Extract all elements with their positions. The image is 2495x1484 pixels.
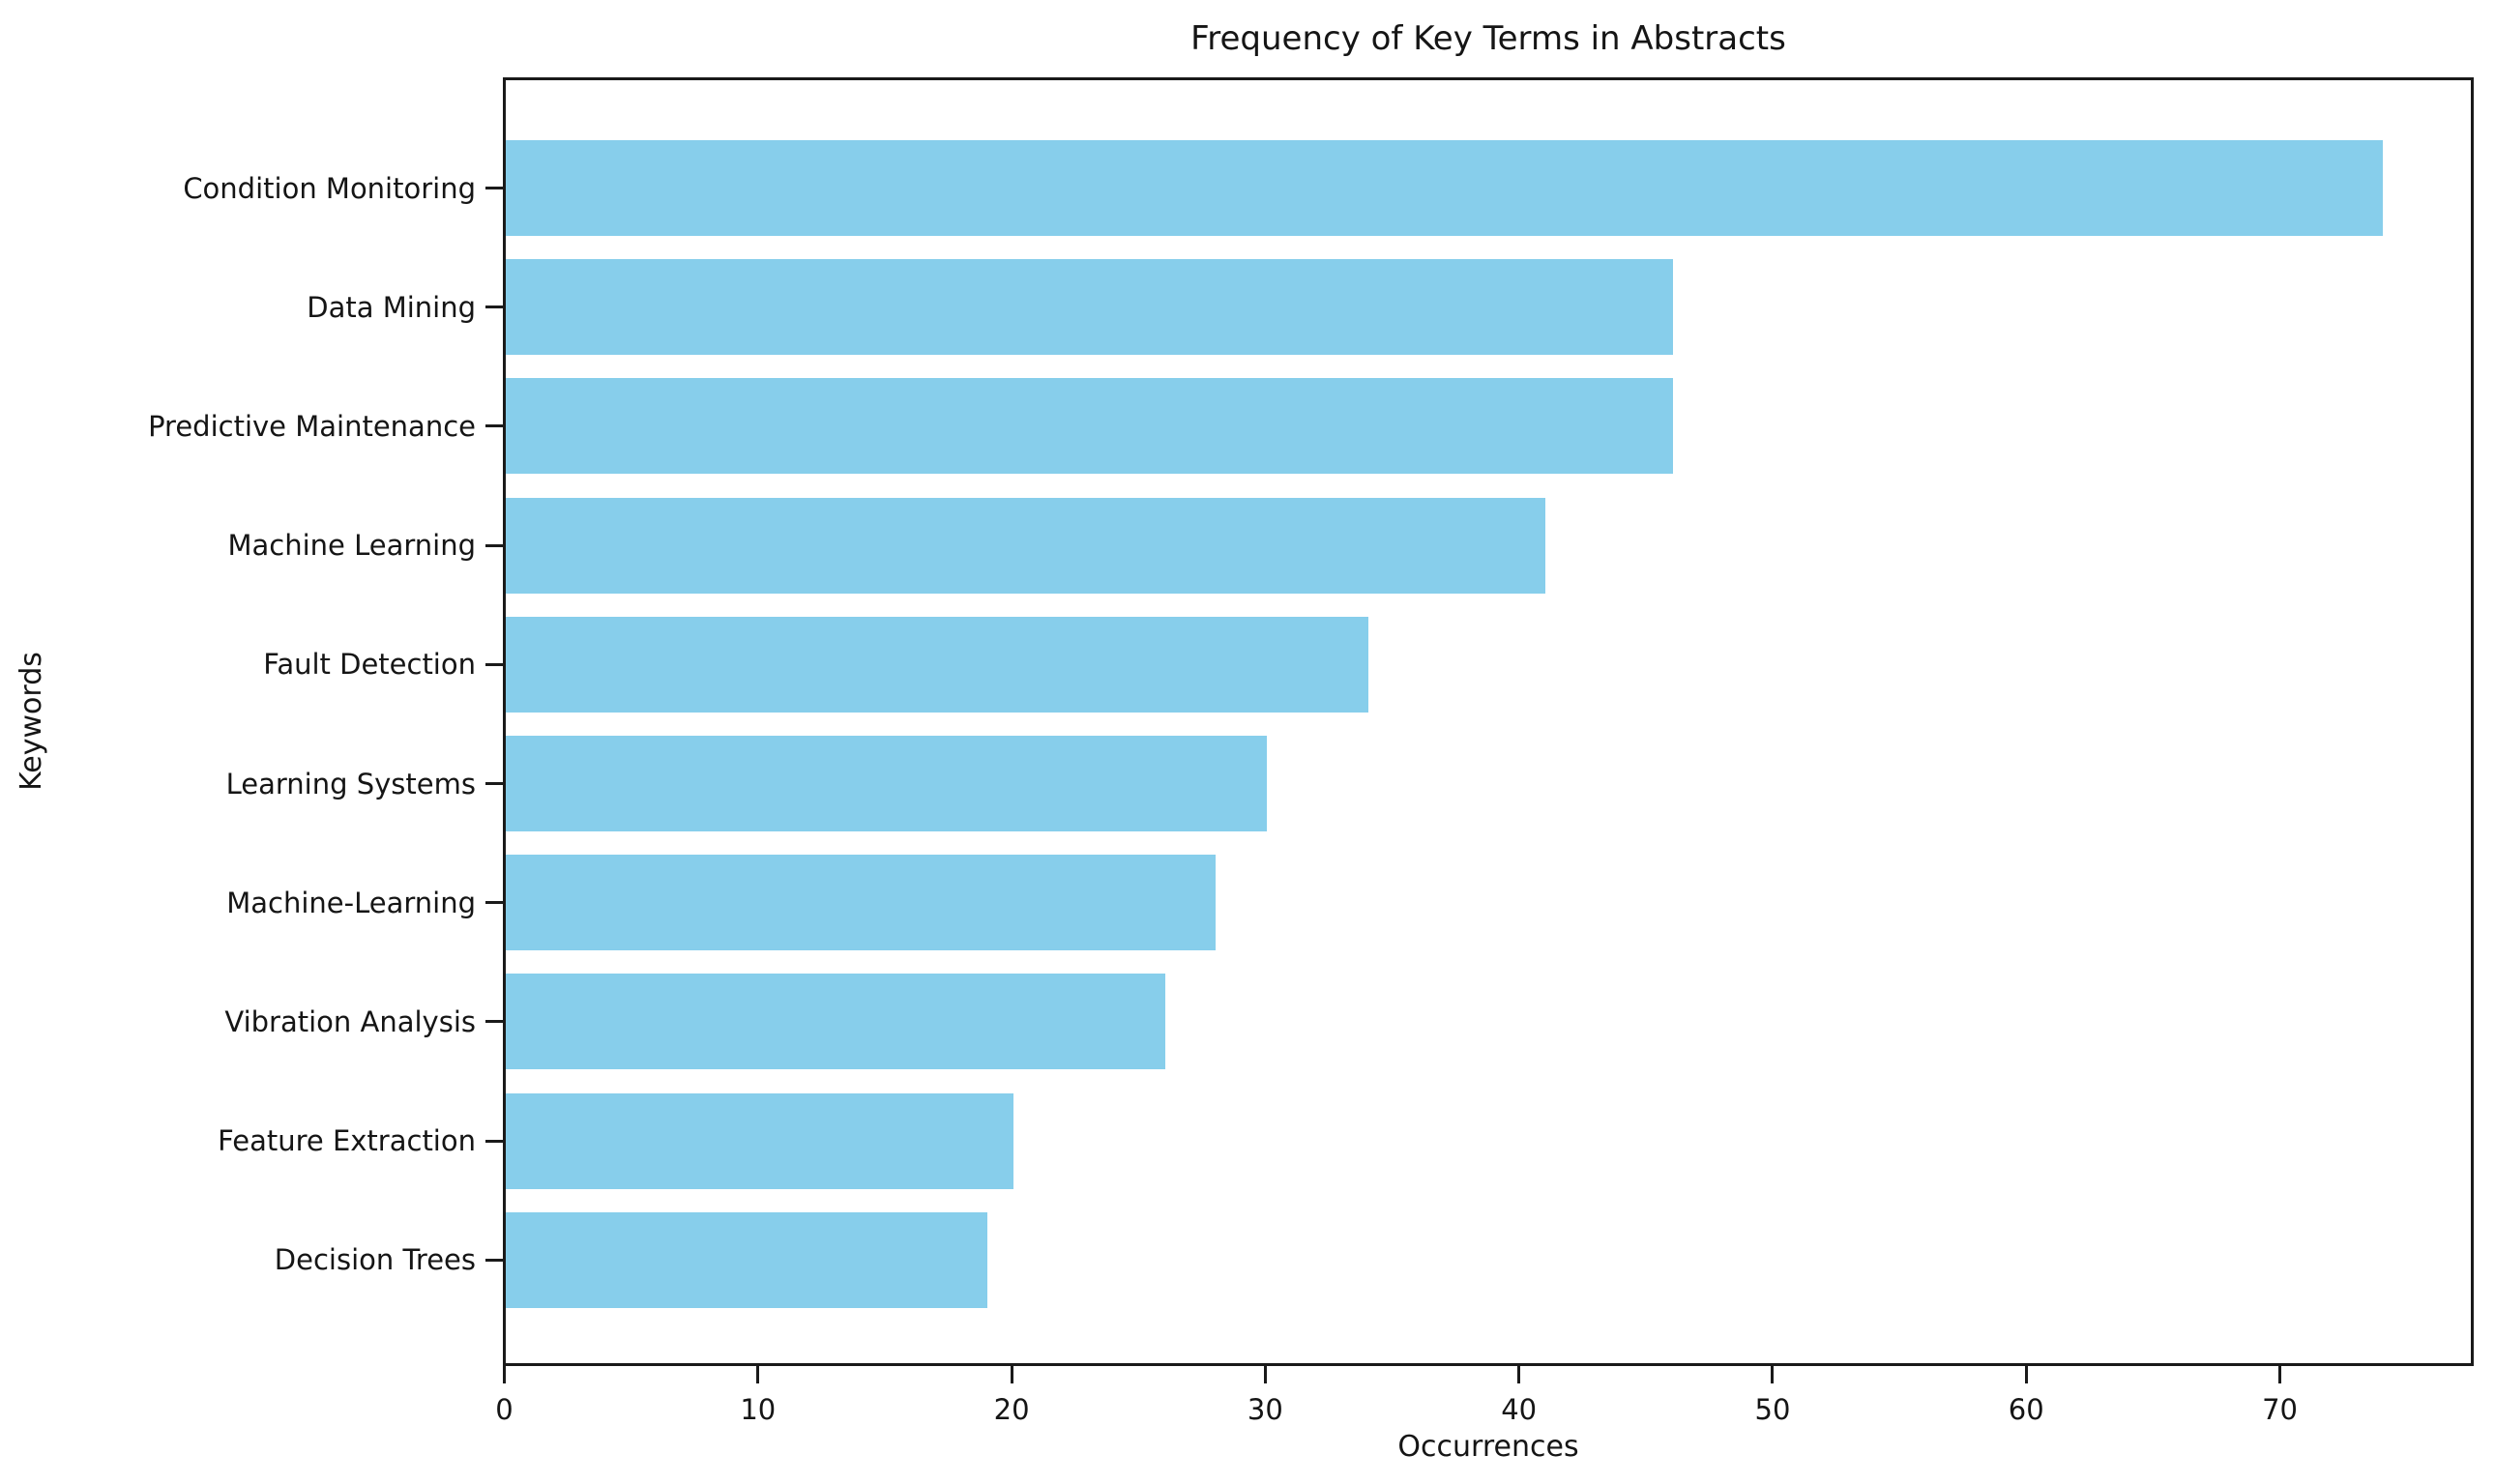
y-tick bbox=[485, 424, 503, 428]
x-tick-label: 30 bbox=[1247, 1393, 1283, 1426]
bar bbox=[506, 1092, 1013, 1189]
x-tick bbox=[1517, 1366, 1521, 1383]
y-tick bbox=[485, 187, 503, 189]
y-tick-label: Condition Monitoring bbox=[183, 171, 476, 205]
y-tick bbox=[485, 1020, 503, 1024]
y-tick-label: Feature Extraction bbox=[218, 1124, 476, 1158]
bar bbox=[506, 378, 1673, 475]
x-tick bbox=[1771, 1366, 1775, 1383]
x-tick-label: 10 bbox=[740, 1393, 777, 1426]
x-tick bbox=[2278, 1366, 2282, 1383]
bar bbox=[506, 497, 1545, 594]
x-tick bbox=[503, 1366, 506, 1383]
y-tick-label: Data Mining bbox=[307, 290, 476, 324]
y-tick bbox=[485, 901, 503, 905]
bar bbox=[506, 259, 1673, 356]
x-tick-label: 50 bbox=[1754, 1393, 1791, 1426]
x-tick-label: 0 bbox=[495, 1393, 514, 1426]
y-tick-label: Machine Learning bbox=[227, 529, 476, 563]
x-tick-label: 60 bbox=[2008, 1393, 2044, 1426]
y-tick-label: Machine-Learning bbox=[226, 886, 476, 919]
y-tick bbox=[485, 543, 503, 547]
y-tick-label: Decision Trees bbox=[274, 1243, 476, 1277]
x-tick bbox=[1263, 1366, 1267, 1383]
y-tick bbox=[485, 662, 503, 666]
x-tick-label: 70 bbox=[2262, 1393, 2298, 1426]
x-axis-label: Occurrences bbox=[1397, 1430, 1579, 1464]
y-tick-label: Fault Detection bbox=[263, 648, 476, 682]
y-tick-label: Predictive Maintenance bbox=[148, 409, 476, 443]
x-tick bbox=[756, 1366, 760, 1383]
bar bbox=[506, 974, 1165, 1070]
x-tick bbox=[2024, 1366, 2028, 1383]
plot-area bbox=[503, 77, 2474, 1366]
x-tick-label: 20 bbox=[993, 1393, 1030, 1426]
y-tick bbox=[485, 1258, 503, 1262]
bar bbox=[506, 140, 2383, 236]
x-tick-label: 40 bbox=[1501, 1393, 1538, 1426]
bar bbox=[506, 1211, 987, 1308]
y-tick bbox=[485, 782, 503, 785]
y-tick-label: Vibration Analysis bbox=[224, 1004, 476, 1038]
bar bbox=[506, 855, 1216, 951]
y-tick-label: Learning Systems bbox=[225, 767, 476, 800]
x-tick bbox=[1010, 1366, 1013, 1383]
y-tick bbox=[485, 1139, 503, 1143]
bar bbox=[506, 736, 1267, 831]
bar bbox=[506, 616, 1368, 713]
y-tick bbox=[485, 306, 503, 309]
chart-title: Frequency of Key Terms in Abstracts bbox=[1190, 19, 1786, 58]
